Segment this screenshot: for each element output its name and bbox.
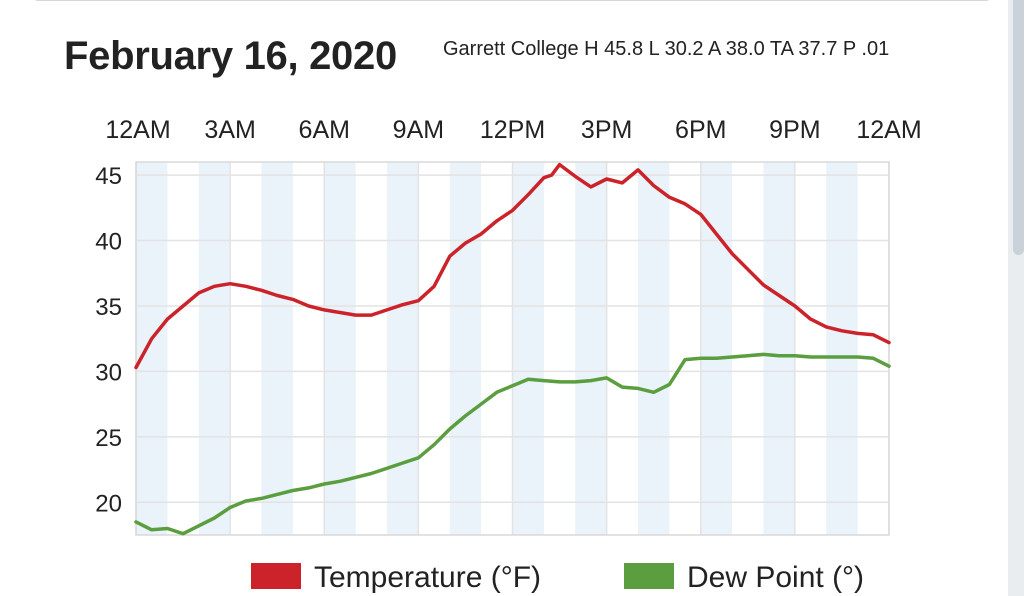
legend-swatch-temperature: [251, 563, 301, 589]
hour-band: [136, 162, 168, 535]
x-tick-label: 12PM: [480, 116, 545, 144]
hour-band: [700, 162, 733, 535]
legend-label-dew-point: Dew Point (°): [687, 561, 864, 594]
scrollbar-thumb[interactable]: [1013, 0, 1024, 255]
night-day-bands: [136, 162, 858, 535]
hour-band: [387, 162, 419, 535]
hour-band: [638, 162, 670, 535]
hour-band: [449, 162, 482, 535]
temperature-line: [134, 162, 891, 370]
series-lines: [134, 162, 891, 536]
y-tick-label: 20: [95, 490, 122, 517]
y-axis-ticks: 45 40 35 30 25 20: [95, 163, 122, 517]
legend-swatch-dew-point: [624, 563, 674, 589]
x-tick-label: 6AM: [299, 116, 350, 144]
y-tick-label: 35: [95, 294, 122, 321]
y-tick-label: 40: [95, 229, 122, 256]
chart-title: February 16, 2020: [64, 34, 397, 78]
hour-band: [575, 162, 607, 535]
legend[interactable]: Temperature (°F) Dew Point (°): [251, 561, 864, 594]
hour-band: [826, 162, 858, 535]
dew-point-line: [134, 352, 891, 536]
x-tick-label: 12AM: [856, 116, 921, 144]
x-tick-label: 6PM: [675, 116, 726, 144]
x-tick-label: 3PM: [581, 116, 632, 144]
hour-band: [763, 162, 795, 535]
station-summary: Garrett College H 45.8 L 30.2 A 38.0 TA …: [443, 38, 890, 60]
y-tick-label: 30: [95, 359, 122, 386]
hour-band: [198, 162, 231, 535]
top-divider: [36, 0, 988, 1]
grid-lines: [135, 161, 890, 536]
x-tick-label: 9PM: [769, 116, 820, 144]
x-axis-ticks: 12AM 3AM 6AM 9AM 12PM 3PM 6PM 9PM 12AM: [105, 116, 921, 144]
x-tick-label: 12AM: [105, 116, 170, 144]
x-tick-label: 3AM: [204, 116, 255, 144]
hour-band: [324, 162, 356, 535]
hour-band: [261, 162, 293, 535]
x-tick-label: 9AM: [393, 116, 444, 144]
y-tick-label: 45: [95, 163, 122, 190]
plot-border: [135, 161, 890, 536]
y-tick-label: 25: [95, 425, 122, 452]
hour-band: [512, 162, 544, 535]
legend-label-temperature: Temperature (°F): [314, 561, 541, 594]
